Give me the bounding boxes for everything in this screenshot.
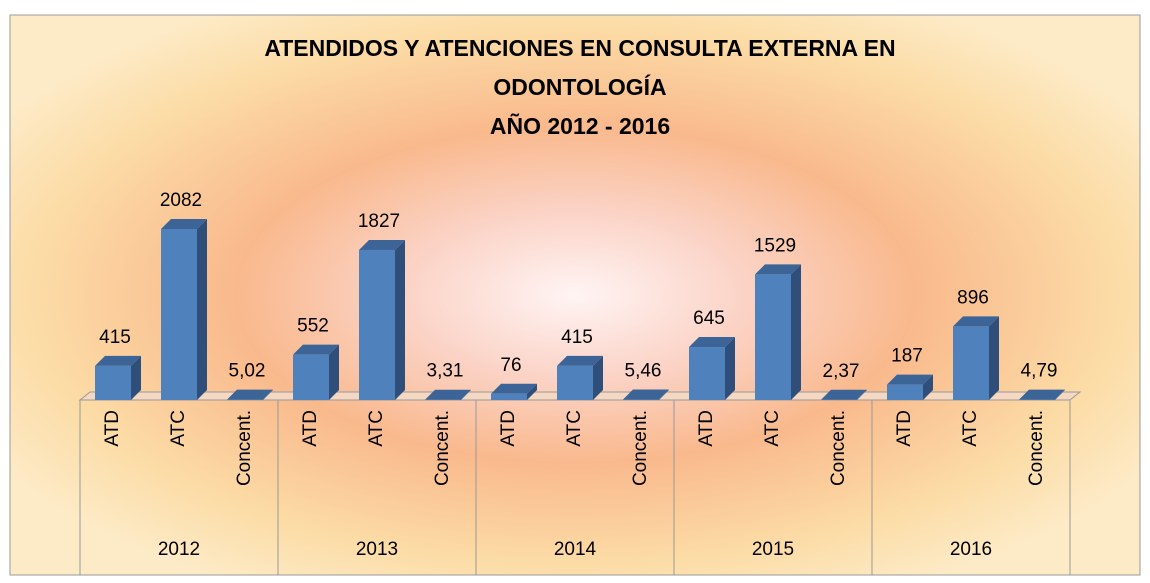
x-tick-label: ATD: [300, 410, 321, 447]
bar: [95, 356, 141, 400]
value-label: 3,31: [427, 361, 464, 382]
x-tick-label: ATC: [564, 410, 585, 447]
bar: [689, 337, 735, 400]
bar-face: [887, 385, 923, 400]
bar: [293, 345, 339, 400]
x-tick-label: Concent.: [828, 410, 849, 486]
x-tick-label: ATC: [762, 410, 783, 447]
value-label: 5,46: [625, 361, 662, 382]
x-tick-label: Concent.: [630, 410, 651, 486]
bar: [161, 219, 207, 400]
bar-face: [989, 316, 999, 400]
bar-face: [725, 337, 735, 400]
x-tick-label: ATC: [366, 410, 387, 447]
bar-face: [197, 219, 207, 400]
value-label: 415: [561, 327, 593, 348]
group-label: 2016: [950, 539, 992, 560]
chart-title: AÑO 2012 - 2016: [490, 112, 670, 139]
bar-face: [491, 394, 527, 400]
bar: [755, 264, 801, 400]
bar-face: [557, 366, 593, 400]
value-label: 552: [297, 316, 329, 337]
group-label: 2012: [158, 539, 200, 560]
bar: [953, 316, 999, 400]
value-label: 415: [99, 327, 131, 348]
bar-face: [359, 250, 395, 400]
value-label: 645: [693, 308, 725, 329]
bar-face: [293, 355, 329, 400]
value-label: 187: [891, 346, 923, 367]
x-tick-label: Concent.: [234, 410, 255, 486]
x-tick-label: ATD: [498, 410, 519, 447]
group-label: 2014: [554, 539, 597, 560]
bar: [359, 240, 405, 400]
chart-title: ATENDIDOS Y ATENCIONES EN CONSULTA EXTER…: [264, 35, 895, 61]
bar: [557, 356, 603, 400]
bar-face: [395, 240, 405, 400]
x-tick-label: Concent.: [1026, 410, 1047, 486]
x-tick-label: Concent.: [432, 410, 453, 486]
x-tick-label: ATD: [894, 410, 915, 447]
bar-face: [755, 274, 791, 400]
bar-face: [689, 347, 725, 400]
bar-face: [791, 264, 801, 400]
value-label: 896: [957, 287, 989, 308]
x-tick-label: ATD: [102, 410, 123, 447]
chart-title: ODONTOLOGÍA: [493, 73, 666, 100]
value-label: 4,79: [1021, 361, 1058, 382]
group-label: 2013: [356, 539, 398, 560]
value-label: 76: [500, 355, 521, 376]
x-tick-label: ATC: [168, 410, 189, 447]
bar-face: [953, 326, 989, 400]
bar-face: [95, 366, 131, 400]
x-tick-label: ATC: [960, 410, 981, 447]
bar-face: [161, 229, 197, 400]
x-tick-label: ATD: [696, 410, 717, 447]
value-label: 5,02: [229, 361, 266, 382]
value-label: 2,37: [823, 361, 860, 382]
group-label: 2015: [752, 539, 794, 560]
value-label: 2082: [160, 190, 202, 211]
bar: [887, 375, 933, 400]
value-label: 1529: [754, 235, 796, 256]
value-label: 1827: [358, 211, 400, 232]
